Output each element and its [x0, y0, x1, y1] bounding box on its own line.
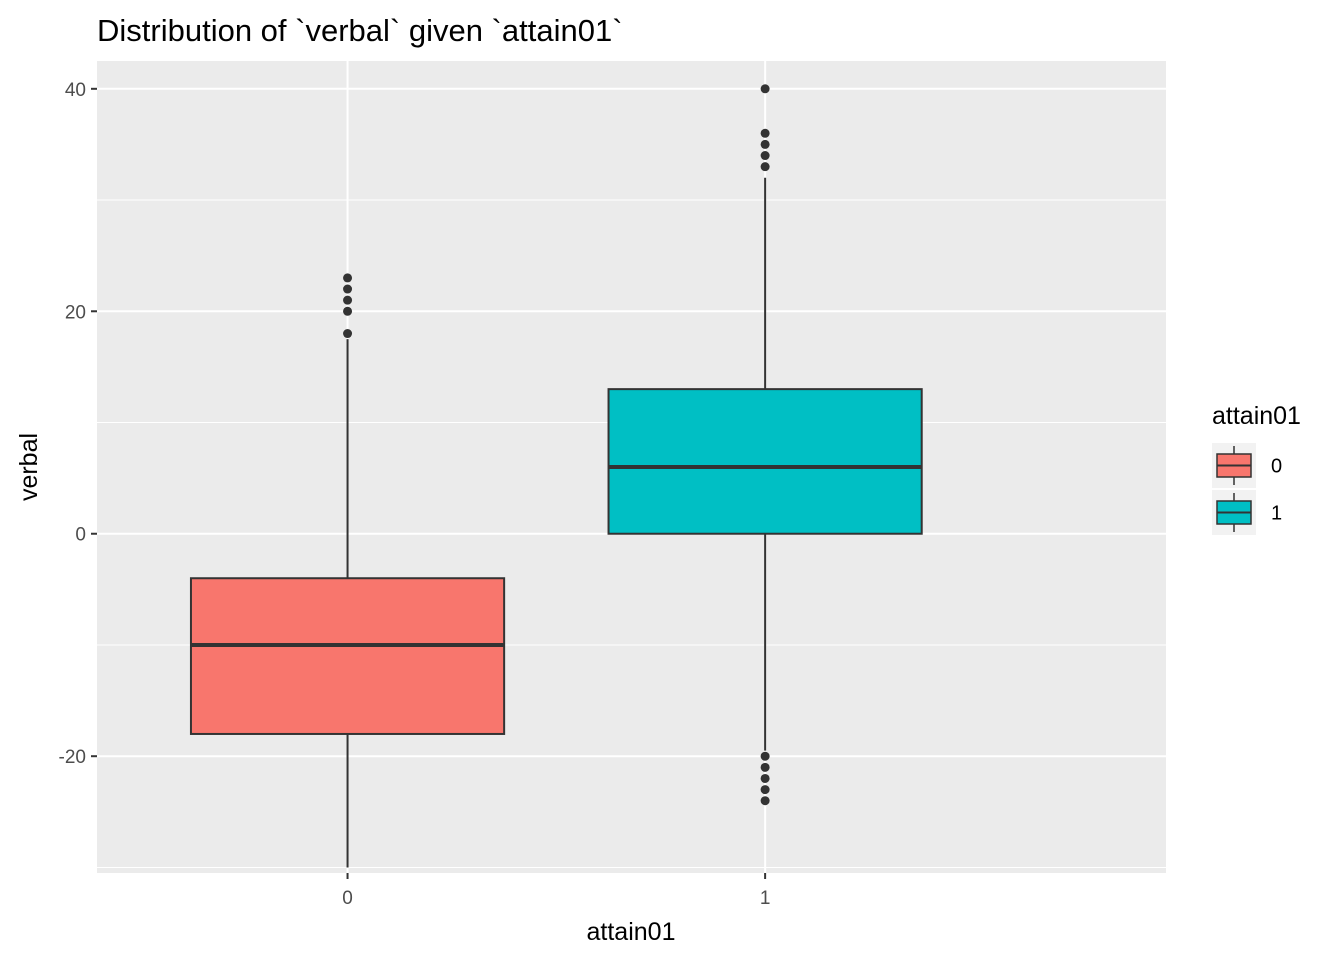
box-1	[607, 84, 923, 806]
box-0	[189, 273, 506, 868]
outlier-point	[343, 306, 353, 316]
y-tick-label: 40	[65, 80, 86, 101]
legend-title: attain01	[1212, 402, 1301, 430]
x-axis-title: attain01	[587, 918, 676, 946]
y-axis-title: verbal	[15, 433, 43, 501]
legend-label: 1	[1271, 503, 1282, 525]
outlier-point	[760, 796, 770, 806]
boxplot-layer	[189, 84, 923, 868]
chart-title: Distribution of `verbal` given `attain01…	[97, 13, 623, 48]
y-tick-label: 20	[65, 302, 86, 323]
outlier-point	[343, 329, 353, 339]
x-tick-label: 1	[760, 888, 771, 909]
outlier-point	[760, 151, 770, 161]
legend: attain01 0 1	[1212, 402, 1301, 535]
box-iqr	[189, 577, 506, 735]
x-tick-label: 0	[342, 888, 353, 909]
outlier-point	[760, 162, 770, 172]
outlier-point	[760, 84, 770, 94]
legend-entry-0: 0	[1212, 443, 1282, 488]
outlier-point	[760, 785, 770, 795]
outlier-point	[343, 284, 353, 294]
legend-label: 0	[1271, 456, 1282, 478]
legend-entry-1: 1	[1212, 490, 1282, 535]
outlier-point	[760, 773, 770, 783]
outlier-point	[343, 273, 353, 283]
y-tick-label: -20	[59, 747, 86, 768]
outlier-point	[760, 128, 770, 138]
outlier-point	[343, 295, 353, 305]
y-axis-ticks: -20 0 20 40	[59, 80, 97, 768]
y-tick-label: 0	[75, 525, 86, 546]
outlier-point	[760, 762, 770, 772]
outlier-point	[760, 139, 770, 149]
box-iqr	[607, 388, 923, 535]
outlier-point	[760, 751, 770, 761]
